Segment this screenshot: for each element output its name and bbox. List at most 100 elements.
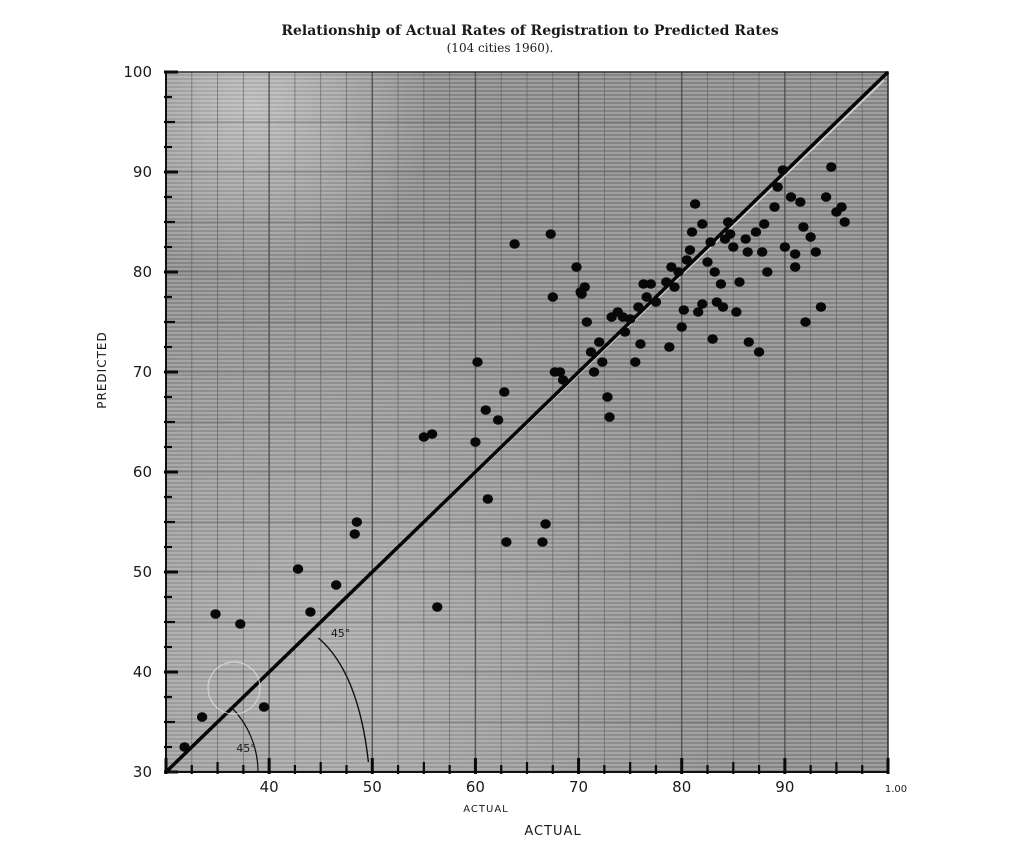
data-point	[717, 302, 729, 312]
data-point	[789, 249, 801, 259]
data-point	[734, 277, 745, 287]
y-tick-label: 50	[133, 563, 152, 581]
data-point	[196, 712, 208, 722]
data-point	[759, 219, 770, 229]
data-point	[179, 742, 190, 752]
data-point	[349, 529, 360, 539]
y-axis: 30 40 50 60 70 80 90 100	[123, 63, 178, 781]
data-point	[702, 257, 713, 267]
x-tick-labels: 40 50 60 70 80 90 1.00	[260, 778, 908, 796]
angle-label-small: 45°	[236, 742, 256, 755]
data-point	[501, 537, 512, 547]
data-point	[839, 217, 850, 227]
angle-arcs: 45° 45°	[207, 627, 370, 773]
data-point	[235, 619, 246, 629]
x-tick-label: 60	[466, 778, 485, 796]
y-tick-label: 40	[133, 663, 152, 681]
data-point	[810, 247, 821, 257]
y-tick-labels: 30 40 50 60 70 80 90 100	[123, 63, 152, 781]
reference-line-45-degree	[164, 70, 890, 774]
data-point	[602, 392, 613, 402]
data-point	[641, 292, 652, 302]
data-point	[588, 367, 600, 377]
data-point	[731, 307, 742, 317]
data-point	[638, 279, 649, 289]
x-tick-label: 80	[672, 778, 691, 796]
data-point	[742, 247, 753, 257]
data-point	[210, 609, 221, 619]
data-point	[581, 317, 593, 327]
data-point	[547, 292, 558, 302]
data-point	[630, 357, 641, 367]
data-point	[795, 197, 806, 207]
data-point	[545, 229, 556, 239]
angle-label-large: 45°	[331, 627, 351, 640]
data-point	[753, 347, 765, 357]
data-point	[650, 297, 662, 307]
data-point	[715, 279, 727, 289]
data-point	[785, 192, 797, 202]
y-axis-label: PREDICTED	[95, 331, 109, 408]
data-point	[482, 494, 494, 504]
data-point	[762, 267, 773, 277]
data-point	[557, 375, 569, 385]
data-point	[724, 229, 736, 239]
data-point	[579, 282, 590, 292]
data-point	[585, 347, 597, 357]
data-point	[554, 367, 566, 377]
data-point	[619, 327, 631, 337]
angle-arc-small	[230, 706, 259, 773]
data-point	[756, 247, 768, 257]
y-tick-label: 60	[133, 463, 152, 481]
data-points	[179, 162, 850, 752]
y-tick-label: 90	[133, 163, 152, 181]
x-axis-label-inner: ACTUAL	[463, 804, 509, 815]
data-point	[418, 432, 430, 442]
data-point	[666, 262, 677, 272]
data-point	[426, 429, 438, 439]
x-tick-label: 1.00	[885, 784, 907, 795]
data-point	[686, 227, 698, 237]
data-point	[709, 267, 720, 277]
data-point	[836, 202, 847, 212]
data-point	[597, 357, 608, 367]
data-point	[697, 299, 708, 309]
x-axis-label: ACTUAL	[524, 824, 581, 839]
data-point	[779, 242, 791, 252]
data-point	[673, 267, 684, 277]
data-point	[571, 262, 582, 272]
data-point	[645, 279, 656, 289]
data-point	[800, 317, 811, 327]
data-point	[305, 607, 316, 617]
data-point	[540, 519, 551, 529]
y-tick-label: 80	[133, 263, 152, 281]
data-point	[594, 337, 605, 347]
x-tick-label: 90	[775, 778, 794, 796]
data-point	[693, 307, 704, 317]
reference-line	[164, 70, 890, 774]
data-point	[432, 602, 443, 612]
data-point	[633, 302, 644, 312]
y-tick-label: 30	[133, 763, 152, 781]
data-point	[684, 245, 696, 255]
data-point	[292, 564, 304, 574]
data-point	[707, 334, 718, 344]
data-point	[351, 517, 363, 527]
data-point	[722, 217, 734, 227]
x-axis: 40 50 60 70 80 90 1.00	[164, 758, 908, 796]
data-point	[624, 314, 636, 324]
angle-arc-large	[317, 637, 370, 763]
data-point	[470, 437, 481, 447]
y-tick-label: 100	[123, 63, 152, 81]
data-point	[499, 387, 510, 397]
data-point	[815, 302, 827, 312]
data-point	[492, 415, 504, 425]
data-point	[604, 412, 615, 422]
data-point	[664, 342, 675, 352]
data-point	[678, 305, 689, 315]
data-point	[669, 282, 680, 292]
y-tick-label: 70	[133, 363, 152, 381]
angle-marker-ring	[207, 661, 261, 715]
data-point	[681, 255, 693, 265]
